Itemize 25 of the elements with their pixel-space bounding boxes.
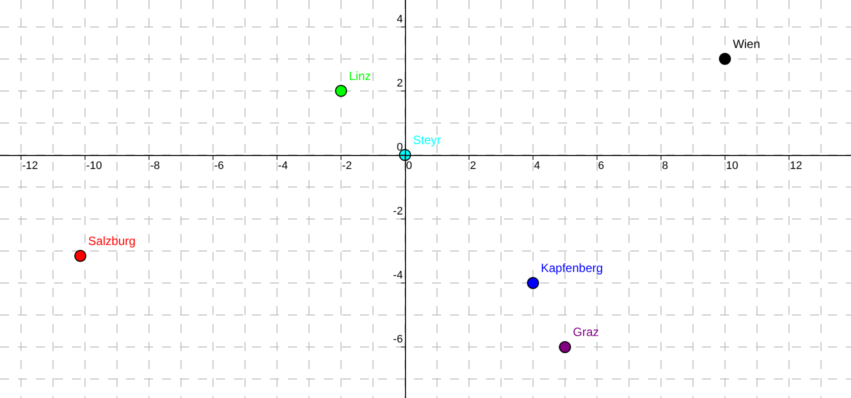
x-tick-label: 12 xyxy=(790,160,802,172)
y-tick-label: 2 xyxy=(396,78,403,90)
x-tick-label: 2 xyxy=(470,160,476,172)
y-tick-label: -2 xyxy=(393,206,403,218)
x-tick-label: 8 xyxy=(662,160,668,172)
x-tick-label: 4 xyxy=(534,160,540,172)
y-tick-label: -4 xyxy=(393,270,403,282)
x-tick-label: -6 xyxy=(214,160,224,172)
y-tick-label: -6 xyxy=(393,334,403,346)
series-label: Wien xyxy=(732,37,760,52)
x-tick-label: -12 xyxy=(22,160,38,172)
x-tick-label: 0 xyxy=(406,160,412,172)
x-tick-label: -8 xyxy=(150,160,160,172)
x-tick-label: -2 xyxy=(342,160,352,172)
series-label: Linz xyxy=(348,69,371,84)
series-label: Salzburg xyxy=(88,234,136,248)
series-label: Kapfenberg xyxy=(540,261,603,276)
x-tick-label: -10 xyxy=(86,160,102,172)
x-tick-label: -4 xyxy=(278,160,288,172)
y-tick-label: 0 xyxy=(396,142,403,154)
series-label: Graz xyxy=(572,325,599,340)
x-tick-label: 10 xyxy=(726,160,738,172)
x-tick-label: 6 xyxy=(598,160,604,172)
series-label: Steyr xyxy=(412,133,441,148)
y-tick-label: 4 xyxy=(396,14,403,26)
